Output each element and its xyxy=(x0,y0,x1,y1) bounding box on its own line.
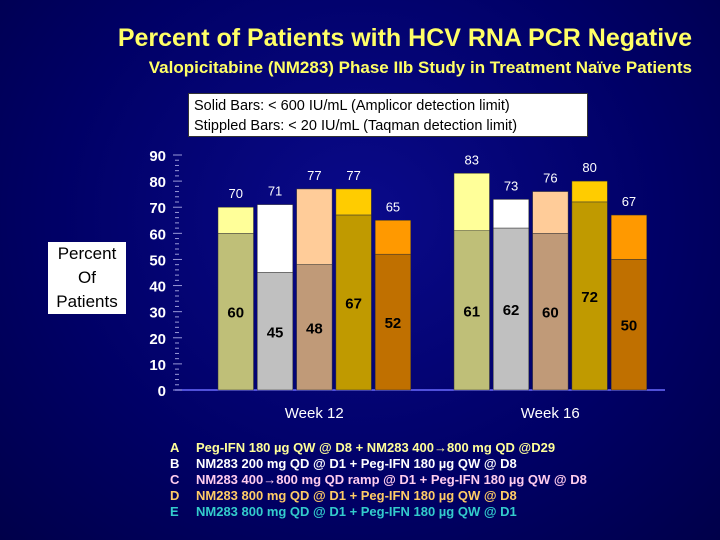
stippled-value-label: 65 xyxy=(386,199,400,214)
legend-text: NM283 800 mg QD @ D1 + Peg-IFN 180 µg QW… xyxy=(196,504,517,519)
legend-text: Peg-IFN 180 µg QW @ D8 + NM283 400→800 m… xyxy=(196,440,556,455)
y-tick-label: 70 xyxy=(149,200,166,217)
slide-subtitle: Valopicitabine (NM283) Phase IIb Study i… xyxy=(148,58,692,77)
solid-bar-D xyxy=(335,214,372,391)
stippled-bar-A xyxy=(217,206,254,234)
solid-bar-C xyxy=(532,233,569,391)
legend-item-c: C NM283 400→800 mg QD ramp @ D1 + Peg-IFN… xyxy=(170,472,587,488)
stippled-bar-A xyxy=(453,173,490,231)
stippled-value-label: 73 xyxy=(504,178,518,193)
stippled-value-label: 77 xyxy=(307,168,321,183)
stippled-bar-B xyxy=(493,199,530,229)
solid-bar-E xyxy=(610,259,647,391)
legend-letter: D xyxy=(170,488,180,503)
solid-value-label: 72 xyxy=(581,289,598,306)
solid-bar-E xyxy=(374,253,411,391)
legend-text: NM283 400→800 mg QD ramp @ D1 + Peg-IFN … xyxy=(196,472,587,487)
solid-value-label: 60 xyxy=(227,305,244,322)
stippled-value-label: 77 xyxy=(346,168,360,183)
stippled-bar-C xyxy=(532,191,569,234)
y-tick-label: 90 xyxy=(149,148,166,165)
note-line-1: Solid Bars: < 600 IU/mL (Amplicor detect… xyxy=(194,98,510,114)
legend-text: NM283 800 mg QD @ D1 + Peg-IFN 180 µg QW… xyxy=(196,488,517,503)
legend-item-a: A Peg-IFN 180 µg QW @ D8 + NM283 400→800 … xyxy=(170,440,587,456)
detection-limit-note: Solid Bars: < 600 IU/mL (Amplicor detect… xyxy=(188,93,588,137)
y-tick-label: 0 xyxy=(158,383,166,400)
stippled-value-label: 71 xyxy=(268,184,282,199)
stippled-value-label: 67 xyxy=(622,194,636,209)
y-tick-label: 30 xyxy=(149,305,166,322)
solid-value-label: 48 xyxy=(306,320,323,337)
y-tick-label: 80 xyxy=(149,174,166,191)
y-tick-label: 50 xyxy=(149,252,166,269)
y-axis-label: Percent Of Patients xyxy=(48,242,126,314)
y-tick-label: 40 xyxy=(149,279,166,296)
solid-value-label: 62 xyxy=(503,302,520,319)
stippled-bar-C xyxy=(296,188,333,265)
legend-item-d: D NM283 800 mg QD @ D1 + Peg-IFN 180 µg Q… xyxy=(170,488,587,504)
solid-value-label: 67 xyxy=(345,296,362,313)
stippled-value-label: 70 xyxy=(229,186,243,201)
solid-bar-B xyxy=(493,227,530,391)
legend-letter: B xyxy=(170,456,180,471)
solid-value-label: 52 xyxy=(385,315,402,332)
solid-bar-B xyxy=(257,272,294,391)
y-tick-label: 10 xyxy=(149,357,166,374)
legend-letter: A xyxy=(170,440,180,455)
slide-title: Percent of Patients with HCV RNA PCR Neg… xyxy=(117,24,692,52)
solid-bar-C xyxy=(296,264,333,391)
legend-letter: C xyxy=(170,472,180,487)
legend-letter: E xyxy=(170,504,179,519)
stippled-bar-E xyxy=(374,220,411,255)
solid-value-label: 50 xyxy=(621,318,638,335)
y-tick-label: 60 xyxy=(149,226,166,243)
solid-value-label: 60 xyxy=(542,305,559,322)
solid-value-label: 61 xyxy=(463,303,480,320)
solid-bar-A xyxy=(453,230,490,391)
x-category-label: Week 16 xyxy=(521,405,580,422)
legend-item-b: B NM283 200 mg QD @ D1 + Peg-IFN 180 µg Q… xyxy=(170,456,587,472)
stippled-value-label: 80 xyxy=(582,160,596,175)
x-category-label: Week 12 xyxy=(285,405,344,422)
legend-item-e: E NM283 800 mg QD @ D1 + Peg-IFN 180 µg Q… xyxy=(170,504,587,520)
stippled-value-label: 76 xyxy=(543,171,557,186)
stippled-bar-E xyxy=(610,214,647,260)
stippled-bar-D xyxy=(571,180,608,203)
solid-value-label: 45 xyxy=(267,324,284,341)
note-line-2: Stippled Bars: < 20 IU/mL (Taqman detect… xyxy=(194,118,518,134)
stippled-value-label: 83 xyxy=(465,152,479,167)
y-tick-label: 20 xyxy=(149,331,166,348)
solid-bar-D xyxy=(571,201,608,391)
solid-bar-A xyxy=(217,233,254,391)
legend-text: NM283 200 mg QD @ D1 + Peg-IFN 180 µg QW… xyxy=(196,456,517,471)
stippled-bar-D xyxy=(335,188,372,216)
stippled-bar-B xyxy=(257,204,294,273)
legend: A Peg-IFN 180 µg QW @ D8 + NM283 400→800 … xyxy=(170,440,587,520)
